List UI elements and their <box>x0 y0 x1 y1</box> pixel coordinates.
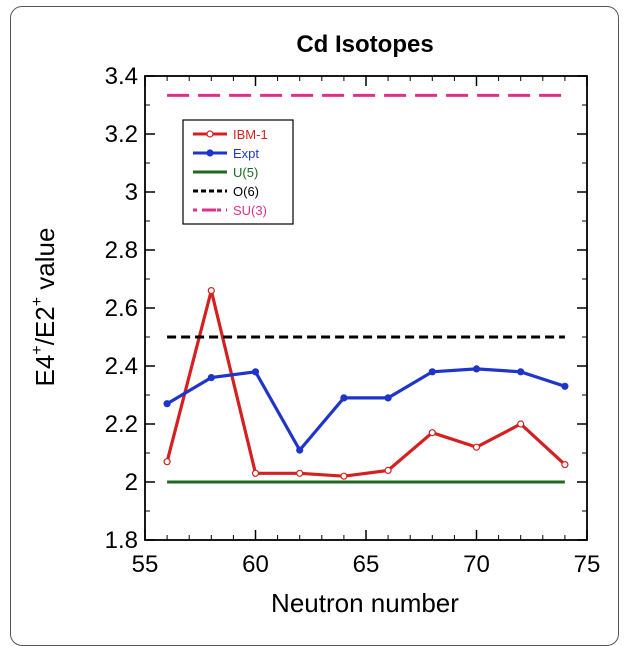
series-line-expt <box>166 367 566 453</box>
data-point-ibm-1 <box>428 429 436 437</box>
legend-label-u-5: U(5) <box>233 165 258 180</box>
data-point-expt <box>472 365 481 373</box>
data-point-expt <box>251 368 260 376</box>
plot-axes: 55 60 65 70 75 1.8 2 2.2 2.4 2.6 2.8 3 3.2 3.4 <box>105 63 601 578</box>
series-layer <box>163 93 569 484</box>
legend-label-ibm-1: IBM-1 <box>233 127 268 142</box>
data-point-ibm-1 <box>251 469 260 477</box>
y-axis-label-part: E4 <box>30 355 60 387</box>
data-point-expt <box>340 394 348 402</box>
y-tick-label: 2.4 <box>105 353 138 380</box>
data-point-expt <box>561 382 569 390</box>
y-axis-label-part: + <box>29 345 46 354</box>
x-tick-label: 65 <box>353 551 380 578</box>
data-point-ibm-1 <box>472 443 481 451</box>
y-axis-label-part: value <box>30 228 60 297</box>
x-axis-label: Neutron number <box>271 588 459 618</box>
y-tick-label: 2.6 <box>105 295 138 322</box>
series-line-ibm-1 <box>165 290 566 478</box>
data-point-expt <box>428 368 436 376</box>
y-tick-label: 3 <box>125 179 138 206</box>
y-axis-label: E4+/E2+ value <box>29 228 60 387</box>
x-tick-label: 75 <box>574 551 601 578</box>
data-point-expt <box>384 394 392 402</box>
data-point-ibm-1 <box>163 458 171 466</box>
x-tick-label: 60 <box>242 551 269 578</box>
data-point-ibm-1 <box>384 466 392 474</box>
data-point-ibm-1 <box>517 420 525 428</box>
legend: IBM-1 Expt U(5) O(6) SU(3) <box>182 119 294 225</box>
data-point-ibm-1 <box>207 287 215 295</box>
y-tick-label: 2.8 <box>105 237 138 264</box>
data-point-expt <box>296 446 304 454</box>
legend-marker-expt <box>206 149 214 157</box>
legend-label-o-6: O(6) <box>233 184 259 199</box>
y-tick-label: 2.2 <box>105 411 138 438</box>
x-tick-label: 70 <box>463 551 490 578</box>
data-point-expt <box>163 400 171 408</box>
data-point-expt <box>517 368 525 376</box>
chart-title: Cd Isotopes <box>296 31 433 58</box>
legend-label-su-3: SU(3) <box>233 203 267 218</box>
data-point-expt <box>207 374 215 382</box>
x-tick-label: 55 <box>132 551 159 578</box>
y-tick-label: 3.4 <box>105 63 138 90</box>
y-axis-label-part: + <box>29 297 46 306</box>
data-point-ibm-1 <box>561 461 569 469</box>
data-point-ibm-1 <box>340 472 348 480</box>
y-tick-label: 1.8 <box>105 527 138 554</box>
data-point-ibm-1 <box>296 469 304 477</box>
chart: Cd Isotopes 55 60 65 70 75 1.8 2 2.2 2.4 2.6 2.8 3 3… <box>29 31 601 618</box>
legend-label-expt: Expt <box>233 146 259 161</box>
y-tick-label: 3.2 <box>105 121 138 148</box>
legend-marker-ibm-1 <box>206 130 214 138</box>
y-axis-label-part: /E2 <box>30 306 60 345</box>
y-tick-label: 2 <box>125 469 138 496</box>
